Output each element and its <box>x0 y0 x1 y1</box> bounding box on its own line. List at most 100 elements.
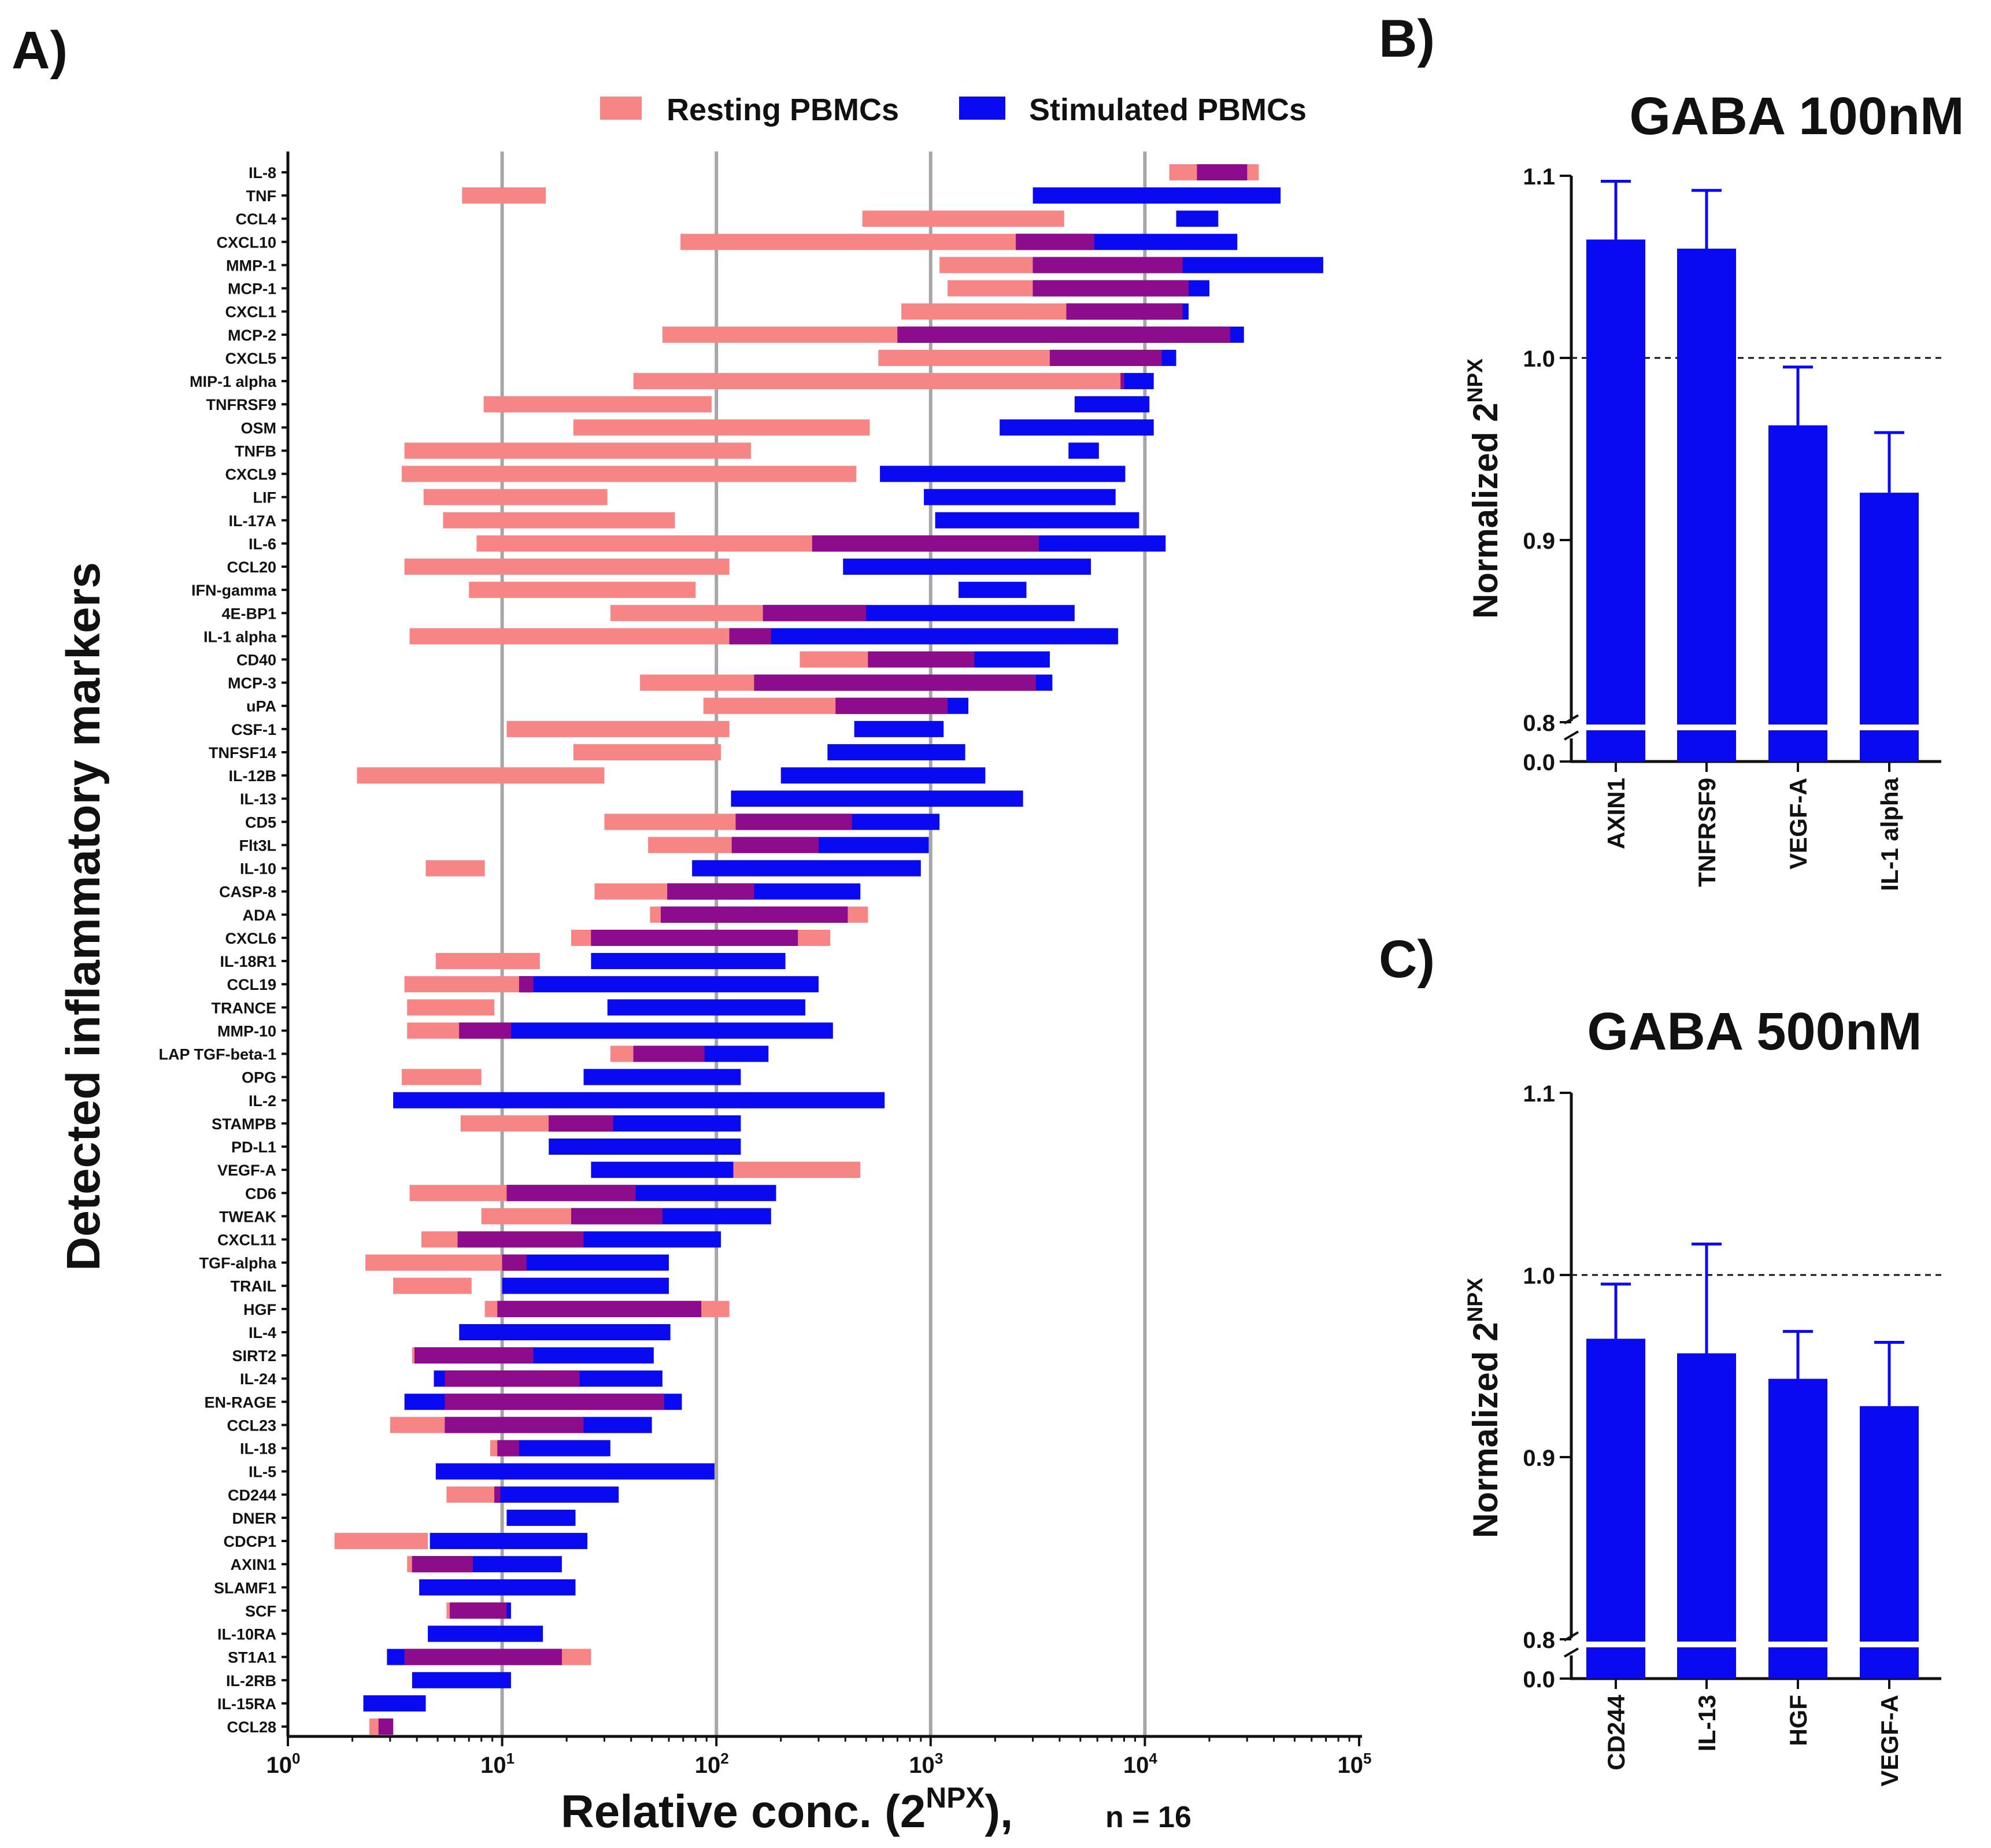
overlap-range-bar <box>494 1486 501 1503</box>
category-label: CD244 <box>1603 1694 1630 1770</box>
x-axis-title-close: ), <box>985 1786 1013 1837</box>
stimulated-range-bar <box>1068 442 1099 459</box>
marker-label: IL-24 <box>240 1370 276 1388</box>
overlap-range-bar <box>457 1231 584 1248</box>
overlap-range-bar <box>633 1045 705 1062</box>
stimulated-range-bar <box>549 1139 741 1155</box>
stimulated-range-bar <box>502 1254 669 1271</box>
stimulated-range-bar <box>502 1277 669 1294</box>
marker-label: PD-L1 <box>231 1139 276 1156</box>
overlap-range-bar <box>445 1394 664 1410</box>
marker-row <box>435 1463 715 1480</box>
bar-group: CD244 <box>1585 1282 1646 1771</box>
marker-range-bars <box>334 164 1323 1735</box>
marker-row <box>434 1370 663 1387</box>
panel-c-plot: 1.1 1.0 0.9 0.8 0.0 CD244 IL-13 HGF VEGF-A <box>1523 1081 1941 1787</box>
overlap-range-bar <box>378 1718 394 1735</box>
marker-label: EN-RAGE <box>204 1394 276 1411</box>
stimulated-range-bar <box>506 1509 576 1526</box>
bar-break-gap <box>1767 725 1829 730</box>
y-tick-label: 0.8 <box>1523 1628 1555 1653</box>
stimulated-range-bar <box>435 1463 715 1480</box>
marker-row <box>387 1649 591 1665</box>
marker-label: SCF <box>245 1602 276 1620</box>
marker-row <box>412 1672 511 1688</box>
bar-group: VEGF-A <box>1859 1341 1920 1787</box>
stimulated-range-bar <box>959 582 1027 598</box>
marker-row <box>407 999 805 1016</box>
x-axis-title-base: Relative conc. (2 <box>561 1786 926 1837</box>
bar <box>1586 1339 1645 1679</box>
overlap-range-bar <box>1032 257 1183 273</box>
marker-label: IL-2RB <box>226 1672 276 1690</box>
marker-label: IL-8 <box>249 164 276 182</box>
marker-row <box>483 396 1150 413</box>
y-tick-label: 1.1 <box>1523 164 1555 190</box>
marker-label: Flt3L <box>239 837 277 854</box>
marker-row <box>484 1300 730 1317</box>
y-axis-title-b-base: Normalized 2 <box>1466 403 1505 619</box>
y-tick-label: 0.9 <box>1523 528 1555 554</box>
marker-row <box>443 512 1139 528</box>
overlap-range-bar <box>591 929 798 946</box>
stimulated-range-bar <box>827 744 965 760</box>
overlap-range-bar <box>549 1115 613 1132</box>
marker-label: SLAMF1 <box>214 1579 276 1596</box>
resting-range-bar <box>409 628 771 645</box>
overlap-range-bar <box>506 1185 636 1202</box>
marker-label: IL-18 <box>240 1440 276 1458</box>
y-axis-title-b-sup: NPX <box>1463 358 1487 403</box>
stimulated-range-bar <box>843 559 1091 575</box>
marker-row <box>404 442 1099 459</box>
marker-label: uPA <box>246 698 276 715</box>
marker-row <box>404 559 1091 575</box>
marker-row <box>648 837 929 853</box>
overlap-range-bar <box>1120 373 1124 390</box>
bar <box>1860 493 1919 762</box>
marker-label: IL-10 <box>240 860 276 878</box>
x-axis-title-sup: NPX <box>926 1782 985 1814</box>
resting-range-bar <box>435 953 540 970</box>
marker-row <box>357 767 986 784</box>
marker-label: AXIN1 <box>230 1556 276 1573</box>
bar-break-gap <box>1859 1642 1920 1647</box>
bar <box>1677 249 1736 762</box>
resting-range-bar <box>404 559 730 575</box>
marker-label: CCL4 <box>235 210 276 228</box>
overlap-range-bar <box>445 1417 584 1433</box>
chart-title-c: GABA 500nM <box>1587 1002 1922 1061</box>
marker-label: HGF <box>243 1301 276 1318</box>
marker-row <box>365 1254 669 1271</box>
legend-label-resting: Resting PBMCs <box>667 93 899 127</box>
x-axis-title: Relative conc. (2NPX), <box>561 1782 1013 1837</box>
marker-row <box>573 419 1154 436</box>
marker-row <box>476 535 1166 552</box>
marker-row <box>640 674 1053 691</box>
overlap-range-bar <box>731 837 819 853</box>
overlap-range-bar <box>667 883 754 900</box>
stimulated-range-bar <box>924 489 1116 505</box>
resting-range-bar <box>365 1254 527 1271</box>
marker-label: MMP-10 <box>217 1022 276 1040</box>
stimulated-range-bar <box>1000 419 1154 436</box>
marker-label: ADA <box>243 907 277 924</box>
x-tick-label: 101 <box>480 1750 515 1778</box>
marker-label: IL-4 <box>249 1324 276 1341</box>
overlap-range-bar <box>1197 164 1248 180</box>
overlap-range-bar <box>1016 234 1094 250</box>
overlap-range-bar <box>835 697 948 714</box>
marker-label: TNF <box>246 187 276 205</box>
bar <box>1677 1353 1736 1679</box>
marker-row <box>901 303 1189 320</box>
marker-label: IL-10RA <box>217 1626 276 1643</box>
marker-row <box>591 1162 861 1178</box>
resting-range-bar <box>483 396 712 413</box>
bar-break-gap <box>1585 1642 1646 1647</box>
marker-row <box>407 1022 833 1039</box>
marker-label: SIRT2 <box>232 1347 276 1365</box>
bar-chart-gaba-500nm: GABA 500nM Normalized 2NPX 1.1 1.0 0.9 0.8 0… <box>1463 1002 1941 1787</box>
marker-label: CXCL11 <box>217 1231 276 1248</box>
marker-row <box>800 651 1050 668</box>
stimulated-range-bar <box>880 465 1126 482</box>
overlap-range-bar <box>497 1300 702 1317</box>
